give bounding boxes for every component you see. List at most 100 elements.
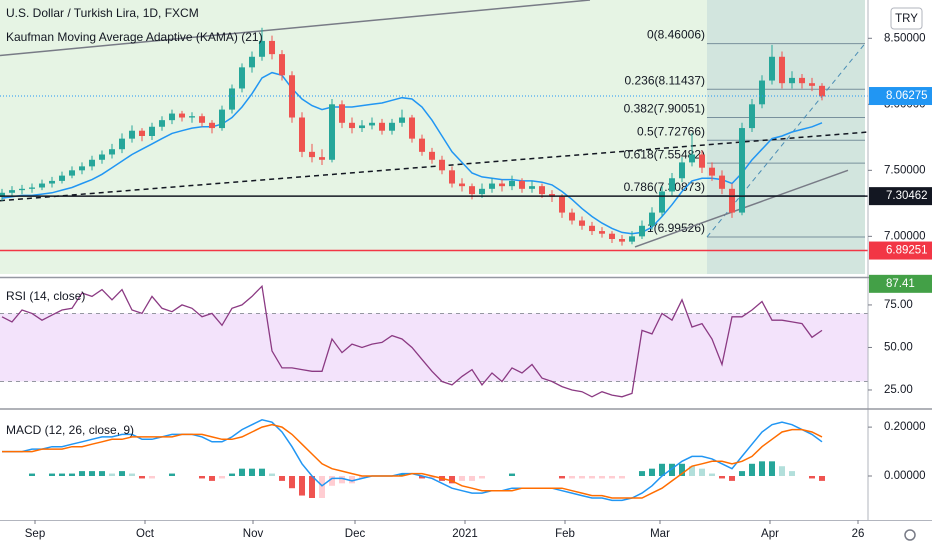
candle-body: [239, 67, 245, 89]
candle-body: [29, 187, 35, 189]
candle-body: [749, 104, 755, 129]
candle-body: [629, 236, 635, 242]
macd-pane: [2, 419, 825, 502]
macd-histogram-bar: [129, 473, 135, 476]
trendline: [0, 0, 591, 57]
candle-body: [349, 122, 355, 129]
macd-histogram-bar: [739, 471, 745, 476]
trendline: [0, 131, 868, 202]
pane-title: U.S. Dollar / Turkish Lira, 1D, FXCM: [6, 6, 199, 20]
macd-histogram-bar: [789, 471, 795, 476]
x-tick-label: 26: [852, 528, 865, 540]
macd-histogram-bar: [359, 476, 365, 479]
candle-body: [559, 196, 565, 213]
rsi-band: [0, 313, 868, 382]
x-tick-label: Sep: [25, 528, 45, 540]
price-label-box: [869, 274, 932, 293]
fib-label: 0.618(7.55482): [624, 147, 705, 161]
currency-button-frame[interactable]: [890, 7, 923, 30]
macd-histogram-bar: [319, 476, 325, 498]
candle-body: [89, 159, 95, 167]
macd-histogram-bar: [729, 476, 735, 481]
candle-body: [599, 231, 605, 234]
macd-histogram-bar: [89, 471, 95, 476]
candle-body: [779, 56, 785, 84]
macd-histogram-bar: [429, 476, 435, 479]
candle-body: [609, 233, 615, 239]
x-tick-label: Apr: [761, 528, 779, 540]
macd-histogram-bar: [239, 468, 245, 476]
x-tick-label: Mar: [650, 528, 670, 540]
candle-body: [249, 56, 255, 68]
candle-body: [99, 154, 105, 160]
y-tick-label: 0.20000: [884, 421, 926, 433]
macd-histogram-bar: [209, 476, 215, 481]
fib-trend: [706, 43, 866, 238]
macd-histogram-bar: [689, 466, 695, 476]
candle-body: [689, 154, 695, 163]
candle-body: [0, 192, 5, 197]
candle-body: [49, 180, 55, 184]
fib-zone: [707, 0, 865, 274]
price-label: 6.89251: [886, 245, 928, 257]
candle-body: [359, 125, 365, 129]
x-tick-label: Dec: [345, 528, 366, 540]
macd-histogram-bar: [559, 476, 565, 479]
candle-body: [469, 186, 475, 195]
candle-body: [589, 225, 595, 232]
candle-body: [109, 149, 115, 155]
price-pane: 0(8.46006) 0.236(8.11437) 0.382(7.90051) 0.…: [0, 0, 868, 274]
candle-body: [119, 138, 125, 150]
y-tick-label: 50.00: [884, 341, 913, 353]
candle-body: [159, 120, 165, 127]
candle-body: [129, 130, 135, 139]
pane-title: MACD (12, 26, close, 9): [6, 423, 134, 437]
candle-body: [199, 116, 205, 123]
candle-body: [219, 109, 225, 129]
macd-histogram-bar: [249, 468, 255, 476]
candle-body: [499, 183, 505, 187]
candle-body: [719, 175, 725, 189]
candle-body: [619, 238, 625, 242]
macd-histogram-bar: [659, 463, 665, 476]
macd-histogram-bar: [49, 473, 55, 476]
macd-histogram-bar: [199, 476, 205, 479]
candle-body: [819, 85, 825, 97]
candle-body: [299, 117, 305, 152]
macd-histogram-bar: [589, 476, 595, 479]
macd-histogram-bar: [29, 473, 35, 476]
macd-histogram-bar: [639, 471, 645, 476]
macd-histogram-bar: [399, 473, 405, 476]
currency-button[interactable]: TRY: [890, 7, 923, 30]
fib-label: 0.382(7.90051): [624, 102, 705, 116]
price-label: 8.06275: [886, 90, 928, 102]
candle-body: [69, 170, 75, 176]
candle-body: [669, 178, 675, 192]
x-tick-label: Oct: [136, 528, 155, 540]
indicator-legend: Kaufman Moving Average Adaptive (KAMA) (…: [6, 30, 263, 44]
settings-icon[interactable]: [904, 529, 916, 541]
macd-histogram-bar: [279, 476, 285, 481]
candle-body: [389, 122, 395, 131]
currency-button-label[interactable]: TRY: [895, 13, 918, 25]
macd-histogram-bar: [419, 476, 425, 479]
macd-histogram-bar: [459, 476, 465, 481]
price-label: 87.41: [886, 278, 915, 290]
candle-body: [319, 157, 325, 160]
macd-histogram-bar: [169, 473, 175, 476]
macd-histogram-bar: [779, 466, 785, 476]
macd-histogram-bar: [809, 476, 815, 479]
candle-body: [579, 220, 585, 226]
candle-body: [699, 154, 705, 168]
candle-body: [809, 83, 815, 86]
macd-histogram-bar: [59, 473, 65, 476]
price-label-box: [869, 241, 932, 260]
macd-histogram-bar: [269, 473, 275, 476]
candle-body: [79, 166, 85, 171]
macd-histogram-bar: [699, 468, 705, 476]
y-tick-label: 8.50000: [884, 32, 926, 44]
fib-label: 0(8.46006): [647, 28, 705, 42]
candle-body: [379, 122, 385, 131]
macd-histogram-bar: [259, 468, 265, 476]
macd-histogram-bar: [219, 476, 225, 479]
